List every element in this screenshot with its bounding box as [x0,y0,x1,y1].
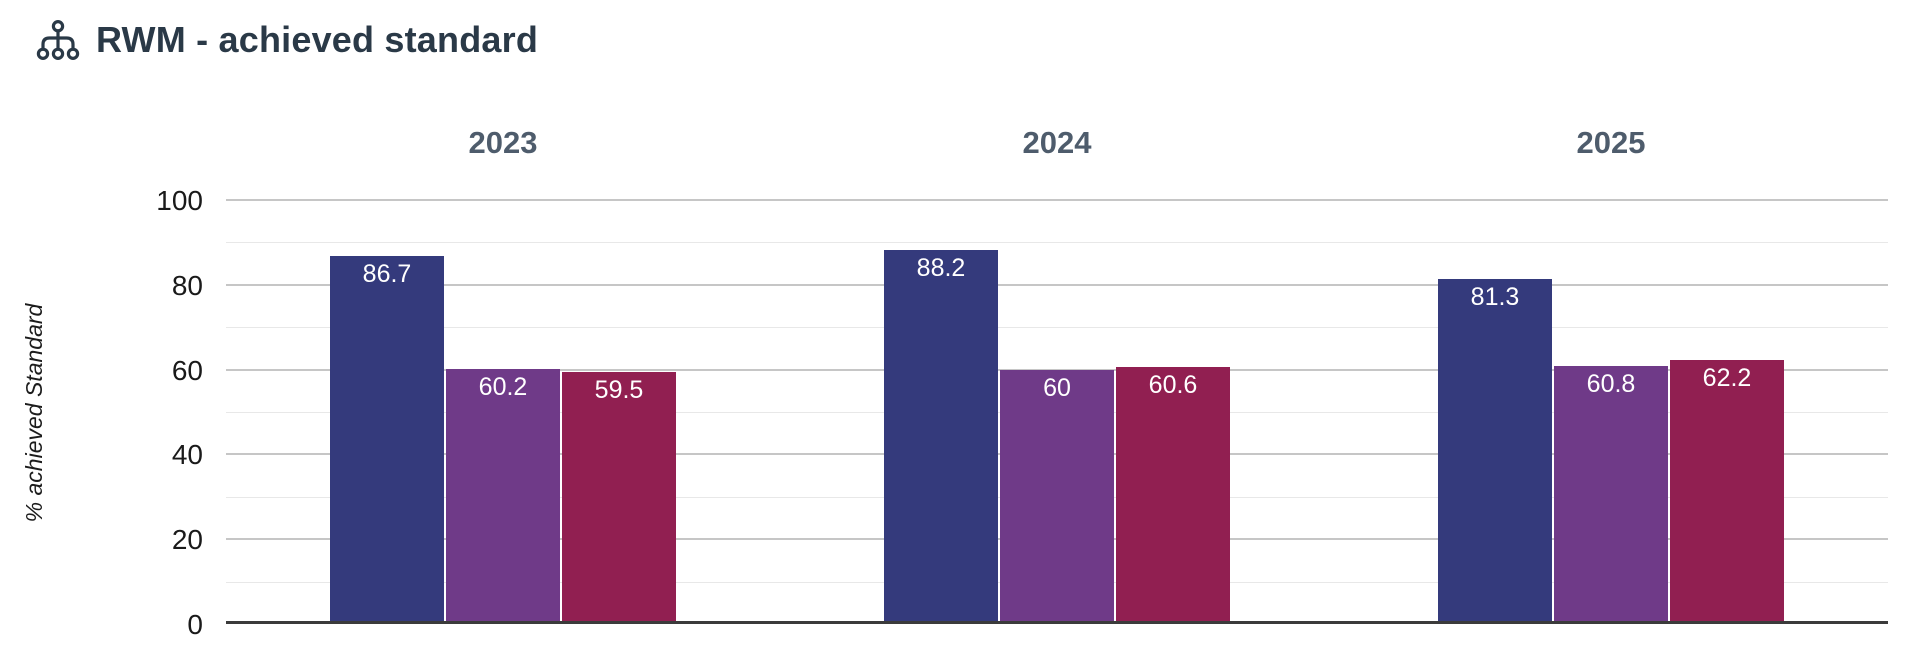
bar-value-label: 88.2 [916,254,966,282]
gridline-major [226,199,1888,201]
sitemap-icon [36,20,80,60]
bar-2025-series3: 62.2 [1670,360,1784,623]
bar-2024-series2: 60 [1000,370,1114,623]
y-tick-label: 80 [171,270,203,301]
bar-value-label: 81.3 [1470,283,1520,311]
bar-2025-series2: 60.8 [1554,366,1668,623]
bar-value-label: 60.6 [1148,371,1198,399]
bar-value-label: 59.5 [594,376,644,404]
year-label-2024: 2024 [1022,125,1092,160]
bar-value-label: 60 [1043,374,1071,402]
bar-2024-series1: 88.2 [884,250,998,623]
gridline-minor [226,327,1888,328]
gridline-minor [226,242,1888,243]
year-label-2025: 2025 [1576,125,1646,160]
y-tick-label: 100 [156,185,203,216]
y-tick-label: 20 [171,524,203,555]
year-label-2023: 2023 [468,125,538,160]
bar-2025-series1: 81.3 [1438,279,1552,623]
y-axis-title: % achieved Standard [21,303,47,523]
x-axis-line [226,621,1888,624]
bar-value-label: 62.2 [1702,364,1752,392]
gridline-major [226,284,1888,286]
y-tick-label: 0 [187,609,203,640]
bar-2023-series1: 86.7 [330,256,444,623]
bar-2024-series3: 60.6 [1116,367,1230,623]
y-tick-label: 40 [171,439,203,470]
bar-2023-series3: 59.5 [562,372,676,623]
bar-2023-series2: 60.2 [446,369,560,623]
bar-value-label: 60.8 [1586,370,1636,398]
chart-header: RWM - achieved standard [36,20,538,60]
chart-title: RWM - achieved standard [96,19,539,61]
y-tick-label: 60 [171,355,203,386]
bar-value-label: 86.7 [362,260,412,288]
bar-value-label: 60.2 [478,373,528,401]
